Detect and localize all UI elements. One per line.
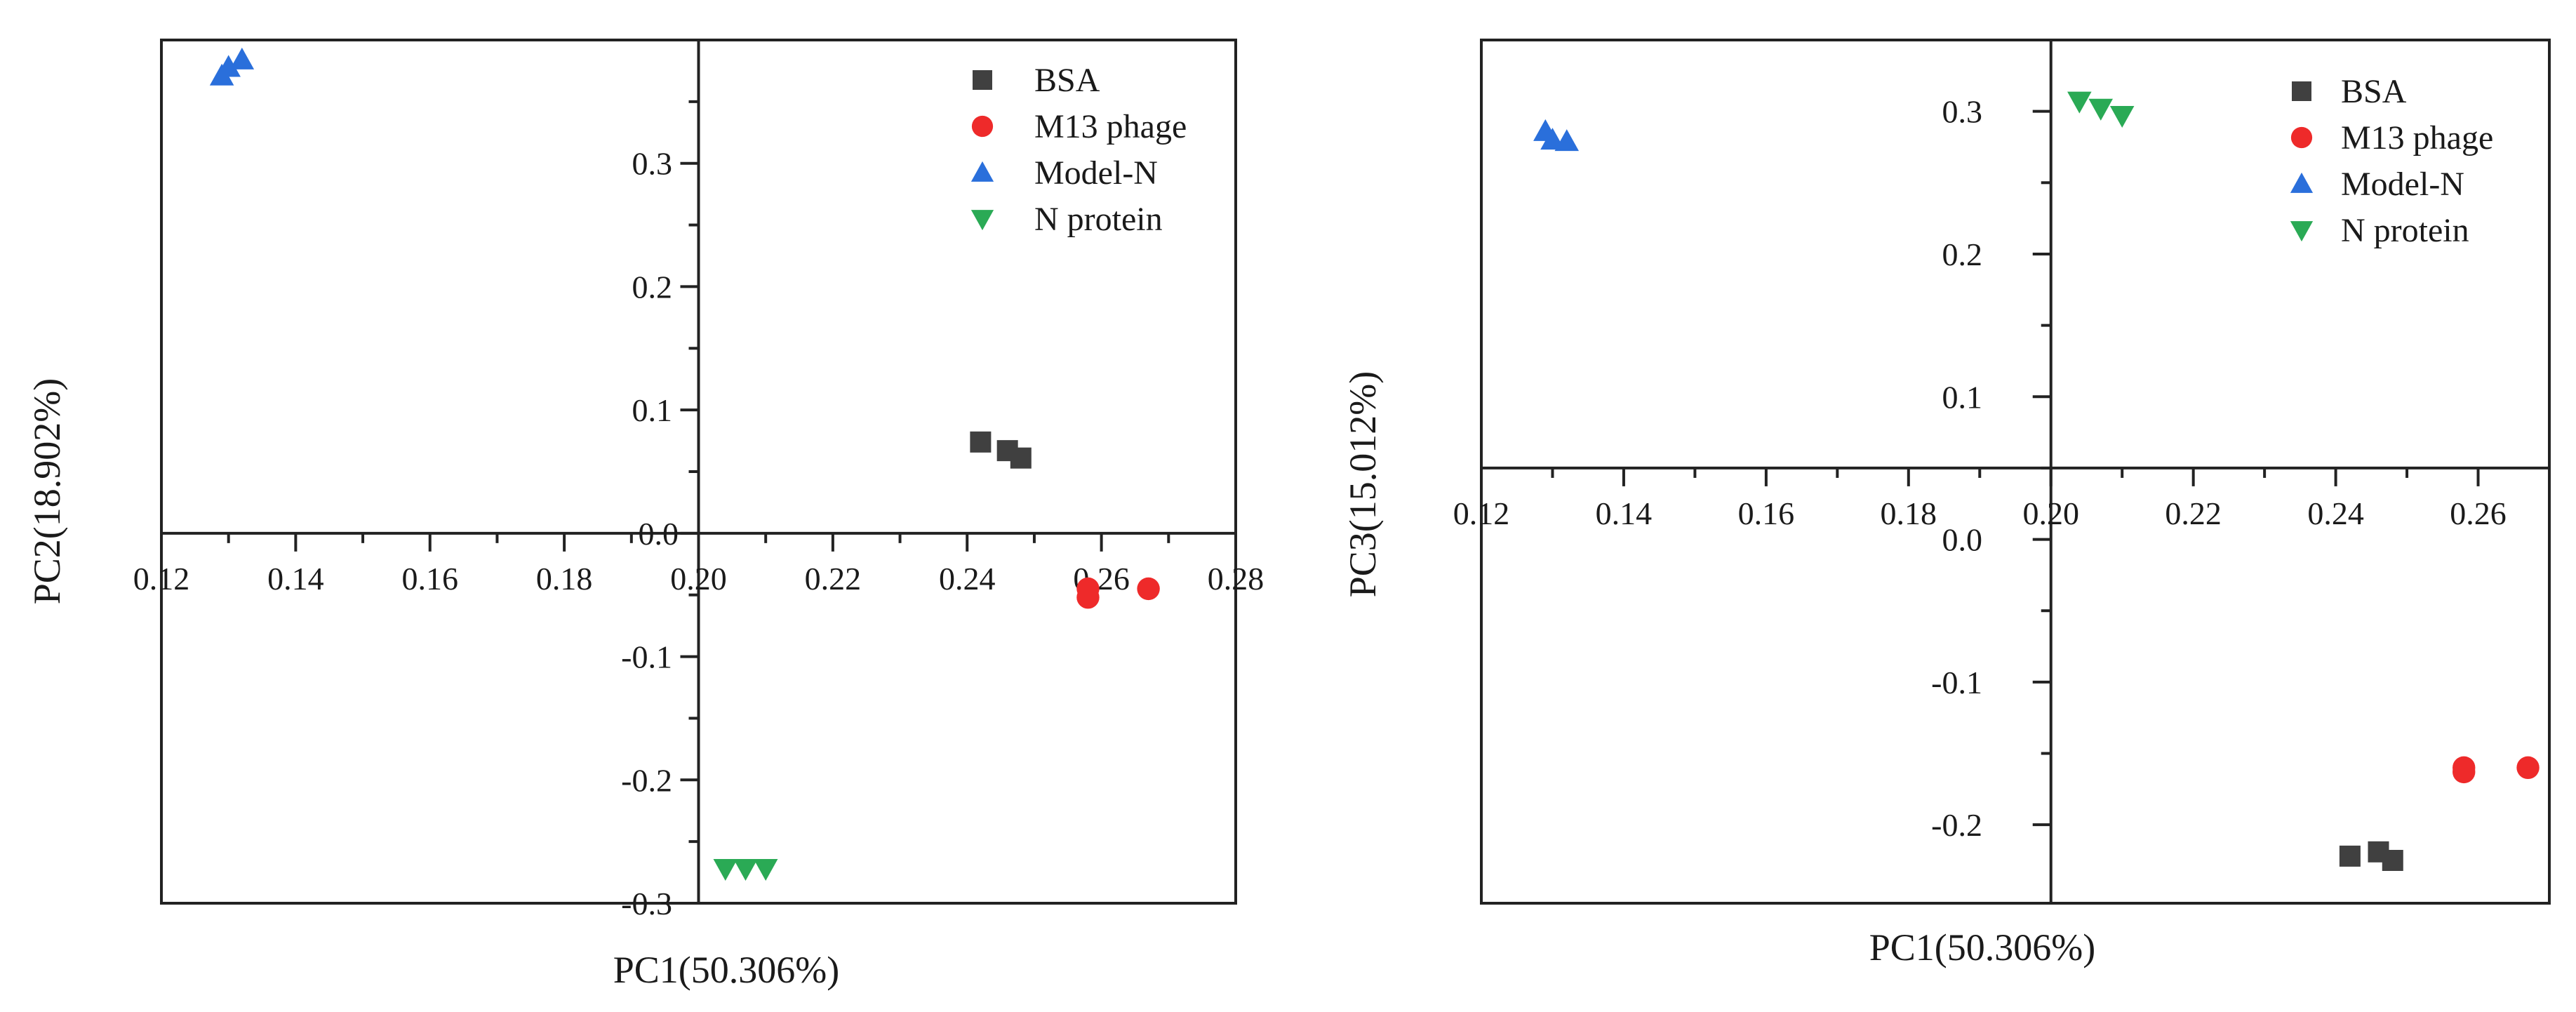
series-model-n <box>209 47 255 86</box>
data-point <box>1554 129 1580 152</box>
y-tick-label: -0.2 <box>1931 807 1982 843</box>
series-bsa <box>970 431 1032 469</box>
series-bsa <box>2339 841 2403 872</box>
x-tick-label: 0.26 <box>2450 495 2507 531</box>
x-tick-label: 0.18 <box>536 561 593 597</box>
legend-label: Model-N <box>1034 154 1158 192</box>
x-axis-title: PC1(50.306%) <box>1869 926 2096 968</box>
y-tick-label: -0.1 <box>621 639 672 675</box>
data-point <box>229 47 255 69</box>
legend-label: M13 phage <box>2341 119 2493 157</box>
chart-pc1-vs-pc3: 0.12 0.14 0.16 0.18 0.20 0.22 0.24 0.26 -0.2 -0.1… <box>1342 39 2551 968</box>
x-tick-label: 0.18 <box>1881 495 1937 531</box>
legend-marker <box>2290 172 2314 193</box>
y-tick-label: 0.3 <box>632 146 673 182</box>
legend-label: Model-N <box>2341 166 2464 203</box>
x-tick-label: 0.22 <box>805 561 862 597</box>
series-m13-phage <box>1076 577 1160 609</box>
x-tick-label: 0.24 <box>939 561 996 597</box>
data-point <box>2452 760 2476 784</box>
legend-marker <box>2290 126 2313 149</box>
legend: BSA M13 phage Model-N N protein <box>2290 73 2493 249</box>
series-model-n <box>1533 119 1580 152</box>
data-point <box>733 859 758 881</box>
y-tick-label: 0.0 <box>1942 522 1983 558</box>
y-tick-label: 0.2 <box>632 269 673 305</box>
x-tick-label: 0.14 <box>267 561 324 597</box>
x-tick-label: 0.24 <box>2307 495 2364 531</box>
data-point <box>216 55 241 77</box>
x-axis-title: PC1(50.306%) <box>613 949 840 991</box>
chart-pc1-vs-pc2: 0.12 0.14 0.16 0.18 0.20 0.22 0.24 0.26 0.28-0.3… <box>26 39 1264 991</box>
x-tick-label: 0.20 <box>670 561 727 597</box>
x-tick-label: 0.16 <box>402 561 459 597</box>
y-axis-title: PC2(18.902%) <box>26 378 68 605</box>
legend-label: N protein <box>2341 212 2469 249</box>
legend-marker <box>2292 81 2311 101</box>
series-n-protein <box>2067 91 2135 128</box>
legend-marker <box>971 115 994 138</box>
data-point <box>2516 756 2540 780</box>
data-point <box>2382 850 2403 872</box>
legend-label: N protein <box>1034 201 1163 238</box>
legend-label: BSA <box>2341 73 2407 110</box>
series-n-protein <box>713 859 778 881</box>
data-point <box>970 431 992 453</box>
data-point <box>1010 447 1032 469</box>
data-point <box>2067 91 2092 114</box>
data-point <box>713 859 738 881</box>
data-point <box>1076 586 1100 609</box>
y-tick-label: 0.1 <box>632 392 673 428</box>
legend-marker <box>973 70 992 90</box>
series-m13-phage <box>2452 756 2540 784</box>
legend-marker <box>970 210 994 231</box>
legend-label: M13 phage <box>1034 108 1187 145</box>
data-point <box>753 859 778 881</box>
x-tick-label: 0.12 <box>1453 495 1510 531</box>
data-point <box>2088 98 2114 121</box>
y-tick-label: -0.3 <box>621 886 672 921</box>
legend-label: BSA <box>1034 62 1100 99</box>
x-tick-label: 0.20 <box>2022 495 2079 531</box>
y-tick-label: -0.2 <box>621 762 672 798</box>
x-tick-label: 0.14 <box>1596 495 1653 531</box>
legend-marker <box>970 161 994 182</box>
y-axis-title: PC3(15.012%) <box>1342 371 1384 598</box>
y-tick-label: 0.3 <box>1942 94 1983 130</box>
legend-marker <box>2290 221 2314 242</box>
y-tick-label: 0.0 <box>639 516 679 552</box>
y-tick-label: 0.1 <box>1942 379 1983 415</box>
x-tick-label: 0.22 <box>2165 495 2222 531</box>
data-point <box>2109 105 2135 128</box>
legend: BSA M13 phage Model-N N protein <box>970 62 1187 238</box>
x-tick-label: 0.16 <box>1738 495 1795 531</box>
data-point <box>2339 845 2361 867</box>
data-point <box>1137 577 1160 601</box>
x-tick-label: 0.12 <box>133 561 190 597</box>
y-tick-label: -0.1 <box>1931 665 1982 700</box>
y-tick-label: 0.2 <box>1942 237 1983 272</box>
x-tick-label: 0.28 <box>1208 561 1264 597</box>
